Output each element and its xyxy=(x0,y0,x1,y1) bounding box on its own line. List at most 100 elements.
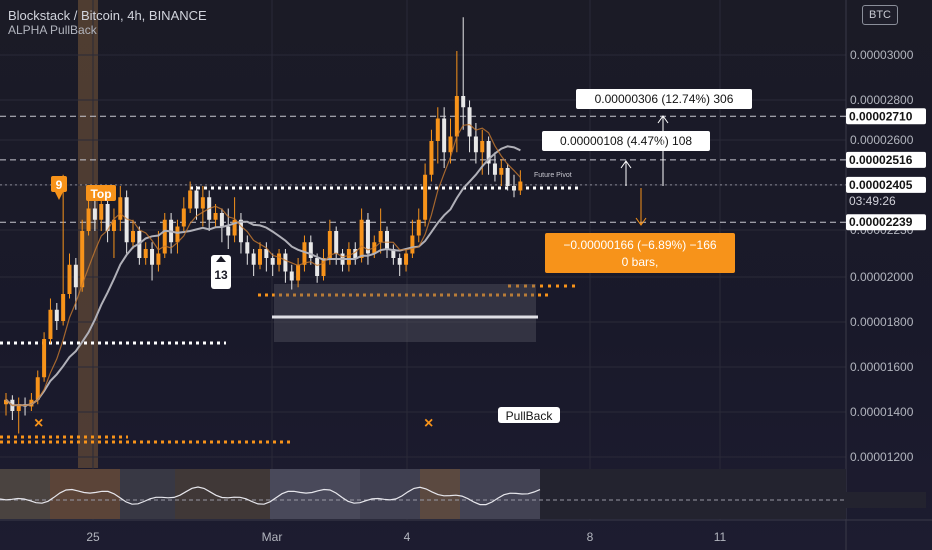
candle-body xyxy=(391,249,396,258)
candle-body xyxy=(48,309,53,339)
candle-body xyxy=(181,208,186,227)
candle-body xyxy=(346,249,351,265)
indicator-name: ALPHA PullBack xyxy=(8,23,97,37)
marker-top-text: Top xyxy=(90,187,111,201)
x-tick-label: 11 xyxy=(714,530,727,544)
candle-body xyxy=(486,141,491,164)
candle-body xyxy=(213,213,218,220)
candle-body xyxy=(404,253,409,265)
candle-body xyxy=(448,136,453,153)
candle-body xyxy=(435,118,440,141)
measure-bars-text: 0 bars, xyxy=(622,255,659,269)
indicator-axis-bg xyxy=(846,492,926,508)
price-level-tag xyxy=(846,151,926,168)
candle-body xyxy=(467,107,472,137)
candle-body xyxy=(416,219,421,236)
indicator-segment xyxy=(120,469,175,519)
arrow-head xyxy=(657,115,669,124)
y-tick-label: 0.00001200 xyxy=(850,450,914,464)
candle-body xyxy=(321,258,326,276)
marker-thirteen xyxy=(211,255,231,289)
candle-body xyxy=(92,208,97,220)
candle-body xyxy=(86,208,91,231)
marker-nine-text: 9 xyxy=(56,178,63,192)
indicator-segment xyxy=(360,469,420,519)
candle-body xyxy=(385,231,389,249)
candle-body xyxy=(397,258,402,265)
candle-body xyxy=(423,174,428,220)
x-marker: × xyxy=(34,415,43,432)
candle-body xyxy=(118,197,123,220)
candle-body xyxy=(67,264,72,294)
x-tick-label: 25 xyxy=(86,530,100,544)
candle-body xyxy=(492,163,497,175)
marker-pullback xyxy=(498,407,560,423)
candle-body xyxy=(499,168,504,175)
candle-body xyxy=(4,399,8,405)
currency-badge[interactable]: BTC xyxy=(862,5,898,25)
price-level-tag xyxy=(846,176,926,193)
price-level-tag xyxy=(846,108,926,125)
candle-body xyxy=(327,231,332,258)
candle-body xyxy=(232,219,237,236)
candle-body xyxy=(410,235,415,254)
candle-body xyxy=(277,253,282,265)
candle-body xyxy=(473,136,478,153)
x-tick-label: 4 xyxy=(404,530,411,544)
candle-body xyxy=(270,258,275,265)
candle-body xyxy=(80,231,85,288)
price-level-text: 0.00002516 xyxy=(849,153,913,167)
measure-text: 0.00000108 (4.47%) 108 xyxy=(560,134,692,148)
candle-body xyxy=(175,226,180,243)
measure-box-down xyxy=(545,233,735,273)
marker-nine xyxy=(51,176,67,192)
price-level-tag xyxy=(846,214,926,231)
candle-body xyxy=(61,294,66,321)
candle-body xyxy=(156,253,161,265)
arrow-head xyxy=(635,217,647,226)
candle-body xyxy=(245,242,250,254)
y-tick-label: 0.00002800 xyxy=(850,93,914,107)
candle-body xyxy=(512,186,516,191)
arrow-head xyxy=(620,160,632,169)
candle-body xyxy=(124,197,129,243)
candle-body xyxy=(283,253,288,272)
candle-body xyxy=(105,204,110,231)
candle-body xyxy=(264,249,269,258)
marker-thirteen-text: 13 xyxy=(214,268,228,282)
candle-body xyxy=(54,309,59,321)
candle-body xyxy=(359,219,364,258)
indicator-segment xyxy=(50,469,120,519)
candle-body xyxy=(308,242,313,258)
candle-body xyxy=(505,168,510,186)
indicator-segment xyxy=(175,469,270,519)
marker-top xyxy=(86,185,116,201)
candle-body xyxy=(302,242,307,265)
candle-body xyxy=(99,204,104,220)
indicator-segment xyxy=(0,469,50,519)
measure-text: 0.00000306 (12.74%) 306 xyxy=(595,92,734,106)
y-tick-label: 0.00002000 xyxy=(850,270,914,284)
candle-body xyxy=(16,404,21,411)
candle-body xyxy=(315,258,320,276)
symbol-title: Blockstack / Bitcoin, 4h, BINANCE xyxy=(8,8,207,23)
x-tick-label: Mar xyxy=(262,530,283,544)
candle-body xyxy=(200,197,205,209)
candle-body xyxy=(258,249,262,265)
indicator-segment xyxy=(270,469,360,519)
candle-body xyxy=(42,339,47,378)
x-tick-label: 8 xyxy=(587,530,594,544)
candle-body xyxy=(219,213,224,227)
candle-body xyxy=(35,377,40,400)
price-level-text: 0.00002405 xyxy=(849,178,913,192)
moving-average-line xyxy=(5,145,521,407)
candle-body xyxy=(334,231,339,254)
candle-body xyxy=(226,226,231,236)
candle-body xyxy=(111,219,116,231)
measure-text-down: −0.00000166 (−6.89%) −166 xyxy=(563,238,716,252)
bar-countdown: 03:49:26 xyxy=(849,194,896,208)
marker-nine-pointer xyxy=(55,192,63,200)
y-tick-label: 0.00001600 xyxy=(850,360,914,374)
